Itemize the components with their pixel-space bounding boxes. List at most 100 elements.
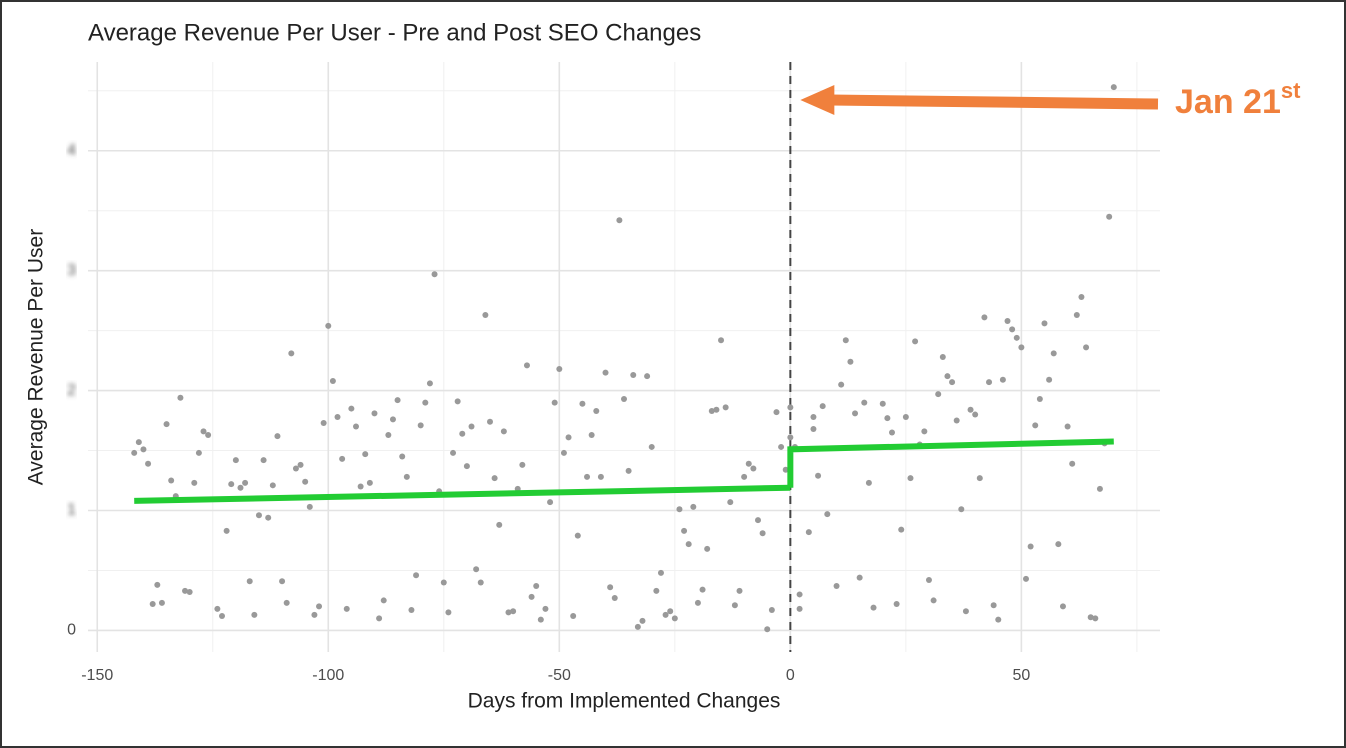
point: [177, 394, 184, 401]
point: [722, 404, 729, 411]
point: [1110, 84, 1117, 91]
point: [362, 451, 369, 458]
point: [634, 623, 641, 630]
point: [357, 483, 364, 490]
point: [699, 586, 706, 593]
point: [547, 499, 554, 506]
point: [731, 602, 738, 609]
point: [1106, 213, 1113, 220]
point: [255, 512, 262, 519]
point: [191, 479, 198, 486]
point: [713, 406, 720, 413]
point: [667, 608, 674, 615]
point: [602, 369, 609, 376]
point: [865, 479, 872, 486]
point: [473, 566, 480, 573]
point: [316, 603, 323, 610]
point: [939, 354, 946, 360]
point: [935, 391, 942, 398]
point: [944, 373, 951, 380]
point: [219, 613, 225, 620]
point: [1009, 326, 1016, 333]
point: [852, 410, 859, 417]
point: [445, 609, 452, 616]
point: [320, 419, 327, 426]
point: [477, 579, 484, 586]
point: [399, 453, 406, 460]
point: [450, 449, 457, 456]
point: [625, 467, 632, 474]
y-tick-label: 4: [67, 142, 76, 159]
annotation-superscript: st: [1281, 78, 1301, 103]
point: [889, 429, 895, 436]
point: [815, 472, 822, 479]
point: [879, 400, 886, 407]
point: [893, 601, 900, 608]
point: [560, 449, 567, 456]
point: [292, 465, 299, 472]
point: [353, 423, 359, 430]
point: [403, 473, 410, 480]
point: [986, 379, 993, 386]
point: [1023, 575, 1029, 582]
y-tick-label: 1: [67, 502, 76, 519]
point: [500, 428, 507, 435]
y-tick-label: 2: [67, 382, 76, 399]
point: [519, 461, 526, 468]
point: [131, 449, 138, 456]
point: [283, 599, 290, 606]
point: [630, 371, 637, 378]
chart-title: Average Revenue Per User - Pre and Post …: [88, 19, 701, 46]
point: [898, 526, 905, 533]
point: [778, 443, 785, 450]
point: [787, 434, 794, 441]
point: [491, 475, 498, 482]
point: [574, 532, 581, 539]
y-tick-label: 0: [67, 622, 76, 639]
point: [523, 362, 530, 369]
point: [195, 449, 202, 456]
point: [311, 611, 318, 618]
point: [1032, 422, 1039, 429]
point: [371, 410, 378, 417]
point: [653, 587, 660, 594]
point: [768, 607, 775, 614]
point: [999, 376, 1006, 383]
point: [265, 514, 272, 521]
point: [385, 431, 392, 438]
point: [833, 583, 840, 590]
point: [588, 431, 595, 438]
point: [163, 421, 170, 428]
point: [440, 579, 447, 586]
point: [1036, 395, 1043, 402]
point: [1092, 615, 1099, 622]
x-tick-label: -100: [312, 667, 344, 684]
point: [681, 527, 688, 534]
point: [237, 484, 244, 491]
point: [704, 545, 711, 552]
point: [949, 379, 956, 386]
point: [755, 517, 761, 524]
point: [431, 271, 438, 278]
point: [805, 529, 812, 536]
point: [1059, 603, 1066, 610]
point: [339, 455, 346, 462]
point: [981, 314, 988, 321]
point: [394, 397, 401, 404]
point: [579, 400, 586, 407]
point: [528, 593, 535, 600]
point: [376, 615, 383, 622]
point: [158, 599, 165, 606]
point: [736, 587, 743, 594]
point: [584, 473, 591, 480]
point: [750, 465, 757, 472]
point: [334, 413, 341, 420]
point: [847, 358, 854, 365]
point: [269, 482, 276, 489]
point: [953, 417, 960, 424]
point: [274, 433, 281, 440]
point: [593, 407, 600, 414]
point: [597, 473, 604, 480]
point: [297, 461, 304, 468]
point: [856, 574, 863, 581]
